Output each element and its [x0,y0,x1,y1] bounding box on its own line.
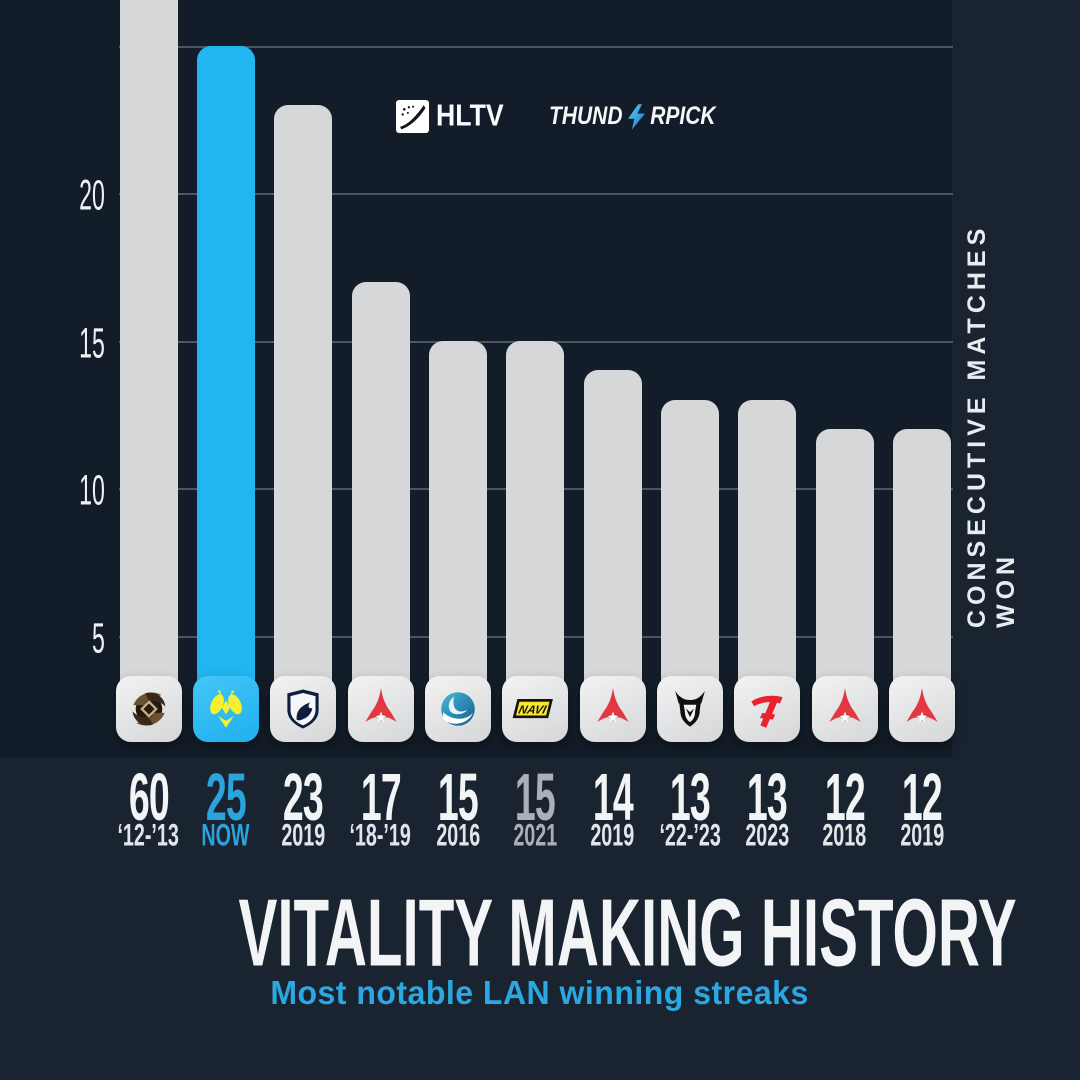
streak-period-label: 2019 [900,818,944,854]
nip-logo-icon [132,692,165,726]
chart-subtitle: Most notable LAN winning streaks [270,974,810,1011]
streak-period-label: 2021 [513,818,558,854]
astralis-logo-icon [596,687,629,723]
streak-value-label: 15 [515,761,556,836]
thunderpick-bolt-icon [628,103,646,130]
thunderpick-logo: THUND RPICK [542,102,722,131]
team-logo-tile [192,676,259,742]
team-logo-tile [889,676,955,742]
hltv-logo: HLTV [396,99,510,133]
streak-period-label: ‘18-’19 [349,818,412,854]
streak-value-label: 12 [901,761,943,836]
chart-title: VITALITY MAKING HISTORY [238,879,1017,987]
hltv-meter-icon [396,100,429,133]
team-logo-tile [734,676,801,742]
streak-period-label: 2019 [590,818,635,854]
y-axis-tick-label: 5 [92,615,105,663]
thunderpick-wordmark-left: THUND [548,102,623,130]
astralis-logo-icon [828,687,861,723]
hltv-wordmark: HLTV [436,99,504,133]
y-axis-tick-label: 15 [79,320,105,368]
vitality-logo-icon [209,690,242,728]
gridline-25 [119,46,953,48]
chart-subtitle-row: Most notable LAN winning streaks [0,974,1080,1012]
team-logo-tile [656,676,723,742]
streak-value-label: 15 [437,761,479,836]
streak-value-label: 60 [128,761,169,836]
y-axis-title: CONSECUTIVE MATCHES WON [963,223,1020,628]
y-axis-tick-label: 20 [79,172,105,220]
svg-text:NAVI: NAVI [517,702,548,716]
bar-nip-60 [119,0,178,742]
bar-luminosity-15 [428,340,487,742]
streak-value-label: 12 [824,761,865,836]
streak-period-label: ‘12-’13 [117,818,180,854]
y-axis-tick-label: 10 [79,467,105,515]
team-logo-tile: NAVI [502,676,569,742]
team-logo-tile [579,676,646,742]
gridline-20 [119,193,953,195]
team-liquid-logo-icon [287,689,319,729]
streak-period-label: ‘22-’23 [659,818,721,854]
thunderpick-wordmark-right: RPICK [650,102,716,130]
team-logo-tile [811,676,878,742]
streak-period-label: 2023 [745,818,790,854]
team-logo-tile [347,676,414,742]
streak-period-label: 2018 [822,818,867,854]
brand-logos-row: HLTV THUND RPICK [396,99,722,133]
team-logo-tile [424,676,491,742]
bar-navi-15 [506,340,565,742]
streak-value-label: 17 [360,761,401,836]
streak-value-label: 25 [205,761,247,836]
streak-value-label: 14 [592,761,633,836]
luminosity-logo-icon [441,692,475,726]
streak-period-label: 2019 [281,818,326,854]
astralis-logo-icon [364,687,397,723]
astralis-logo-icon [906,687,938,723]
team-logo-tile [270,676,337,742]
bar-liquid-23 [274,104,333,742]
bar-vitality-25 [196,45,255,742]
faze-logo-icon [751,695,783,728]
streak-value-label: 23 [283,761,324,836]
navi-logo-icon: NAVI [512,699,554,719]
bar-astralis-17 [351,281,410,742]
streak-period-label: 2016 [435,818,480,854]
team-logo-tile [115,676,182,742]
streak-value-label: 13 [747,761,788,836]
streak-value-label: 13 [669,761,711,836]
streak-period-label: NOW [201,818,250,854]
g2-logo-icon [675,691,705,727]
chart-title-row: VITALITY MAKING HISTORY [0,878,1080,986]
